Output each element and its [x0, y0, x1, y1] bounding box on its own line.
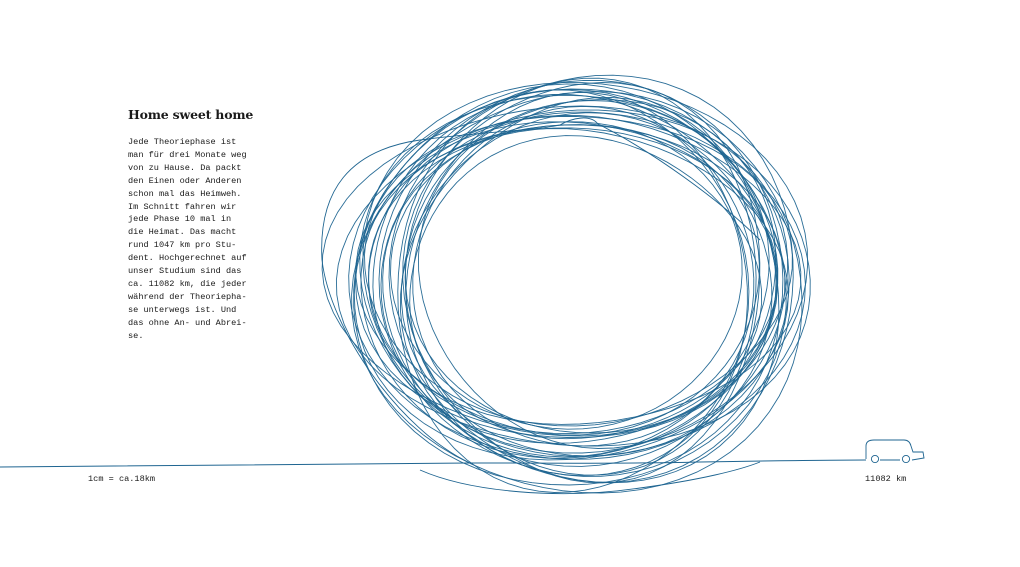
scribble-loop — [355, 124, 760, 436]
scribble-loop — [402, 82, 761, 484]
scribble-loop — [418, 99, 777, 449]
paragraph-line: während der Theoriepha- — [128, 291, 247, 302]
paragraph-line: se unterwegs ist. Und — [128, 304, 237, 315]
scribble-loop — [360, 121, 779, 459]
scribble-loop — [409, 135, 763, 440]
scribble-loop — [364, 115, 793, 427]
paragraph-line: den Einen oder Anderen — [128, 175, 242, 186]
scribble-loop — [412, 105, 755, 447]
paragraph-line: jede Phase 10 mal in — [128, 214, 232, 225]
scribble-loops — [321, 74, 811, 495]
scribble-bottom-loop — [419, 461, 761, 495]
scribble-loop — [368, 127, 779, 435]
paragraph-line: Im Schnitt fahren wir — [128, 201, 237, 212]
scribble-loop — [405, 100, 779, 434]
car-icon — [865, 439, 925, 464]
car-rear-wheel — [901, 454, 911, 464]
paragraph-line: das ohne An- und Abrei- — [128, 317, 247, 328]
paragraph-line: se. — [128, 330, 144, 341]
paragraph-line: von zu Hause. Da packt — [128, 162, 242, 173]
scribble-loop — [362, 82, 809, 454]
scribble-loop — [388, 74, 794, 483]
scribble-loop — [380, 111, 806, 457]
car-front-wheel — [870, 454, 880, 464]
paragraph-line: rund 1047 km pro Stu- — [128, 240, 237, 251]
scribble-loop — [378, 79, 784, 477]
paragraph-line: ca. 11082 km, die jeder — [128, 278, 247, 289]
scribble-loop — [390, 121, 743, 430]
scribble-loop — [397, 89, 750, 493]
scale-label: 1cm = ca.18km — [88, 474, 156, 484]
paragraph-line: dent. Hochgerechnet auf — [128, 253, 247, 264]
paragraph-line: Jede Theoriephase ist — [128, 137, 237, 147]
scribble-loop — [353, 88, 787, 486]
scribble-loop — [401, 112, 773, 457]
scribble-loop — [335, 109, 811, 447]
scribble-outer-loop — [321, 117, 761, 464]
scribble-loop — [351, 91, 803, 494]
car-body — [865, 439, 925, 461]
road-line — [0, 459, 867, 468]
article-paragraph: Jede Theoriephase ist man für drei Monat… — [128, 136, 258, 343]
scribble-loop — [359, 94, 770, 458]
paragraph-line: schon mal das Heimweh. — [128, 188, 242, 199]
paragraph-line: man für drei Monate weg — [128, 149, 247, 160]
paragraph-line: unser Studium sind das — [128, 266, 242, 277]
scribble-loop — [400, 96, 780, 484]
scribble-loop — [353, 128, 789, 461]
scribble-loop — [405, 91, 748, 477]
article-title: Home sweet home — [128, 107, 254, 122]
distance-label: 11082 km — [865, 474, 907, 484]
scribble-loop — [382, 124, 786, 467]
paragraph-line: die Heimat. Das macht — [128, 227, 237, 238]
